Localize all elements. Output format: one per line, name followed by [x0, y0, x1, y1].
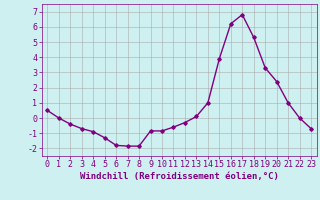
- X-axis label: Windchill (Refroidissement éolien,°C): Windchill (Refroidissement éolien,°C): [80, 172, 279, 181]
